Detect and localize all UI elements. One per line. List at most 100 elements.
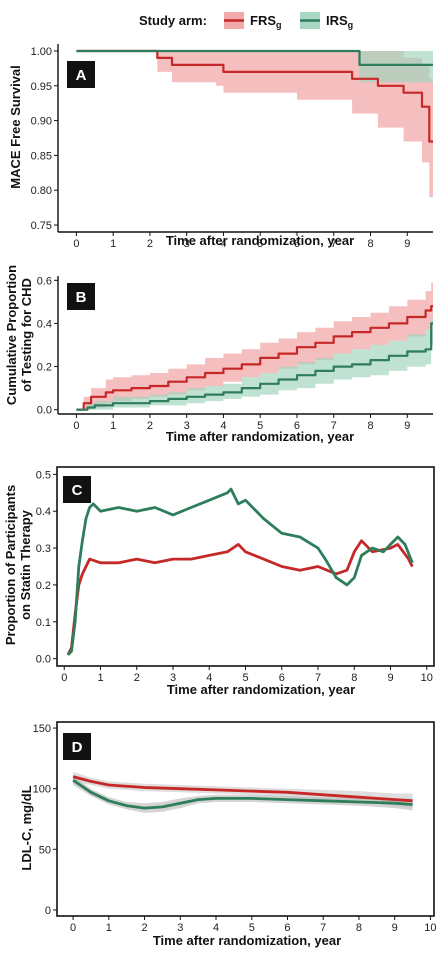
line-a-series-1 [76, 49, 433, 67]
panel-d-ylabel: LDL-C, mg/dL [19, 785, 34, 870]
y-tick-label: 0.5 [36, 469, 51, 481]
y-tick-label: 0.4 [37, 318, 52, 330]
panel-a-xlabel: Time after randomization, year [166, 233, 354, 248]
panel-a-axes: 0 1 2 3 4 5 6 7 8 9 0.75 0.80 0.85 0.90 0.95 1.00 [31, 44, 433, 250]
panel-b-xlabel: Time after randomization, year [166, 429, 354, 444]
y-tick-label: 0.0 [37, 405, 52, 417]
panel-d-confidence-bands [73, 771, 413, 813]
x-tick-label: 2 [147, 420, 153, 432]
panel-d-letter: D [72, 739, 83, 756]
y-tick-label: 1.00 [31, 46, 52, 58]
panel-b-testing-chart: 0 1 2 3 4 5 6 7 8 9 0.0 0.2 0.4 0.6 B Time after rand… [4, 265, 434, 444]
x-tick-label: 9 [387, 672, 393, 684]
x-tick-label: 8 [367, 420, 373, 432]
y-tick-label: 150 [33, 723, 51, 735]
frame-c [56, 466, 435, 667]
y-tick-label: 0.95 [31, 81, 52, 93]
y-tick-label: 0.6 [37, 275, 52, 287]
x-tick-label: 8 [356, 922, 362, 934]
panel-a-series-lines [76, 49, 433, 143]
x-tick-label: 10 [424, 922, 436, 934]
x-tick-label: 0 [73, 420, 79, 432]
x-tick-label: 4 [220, 238, 226, 250]
x-tick-label: 6 [284, 922, 290, 934]
y-tick-label: 0.2 [37, 362, 52, 374]
y-tick-label: 0.4 [36, 506, 51, 518]
x-tick-label: 6 [294, 420, 300, 432]
x-tick-label: 6 [294, 238, 300, 250]
x-tick-label: 0 [73, 238, 79, 250]
panel-b-letter-box [67, 283, 95, 310]
line-d-series-1 [72, 779, 413, 810]
y-tick-label: 0.1 [36, 617, 51, 629]
y-tick-label: 0.90 [31, 116, 52, 128]
panel-b-ylabel-line2: of Testing for CHD [19, 278, 34, 392]
x-tick-label: 9 [404, 238, 410, 250]
x-tick-label: 4 [206, 672, 212, 684]
x-tick-label: 7 [331, 420, 337, 432]
panel-c-statin-chart: 0 1 2 3 4 5 6 7 8 9 10 0.0 0.1 0.2 0.3 0.4 0.5 C Time af… [3, 466, 435, 697]
panel-b-axes: 0 1 2 3 4 5 6 7 8 9 0.0 0.2 0.4 0.6 [37, 275, 433, 432]
y-tick-label: 0.2 [36, 580, 51, 592]
x-tick-label: 3 [170, 672, 176, 684]
line-c-series-0 [66, 539, 414, 656]
x-tick-label: 6 [279, 672, 285, 684]
panel-c-ylabel-line1: Proportion of Participants [3, 485, 18, 645]
x-tick-label: 8 [367, 238, 373, 250]
x-tick-label: 4 [213, 922, 219, 934]
x-tick-label: 9 [404, 420, 410, 432]
x-tick-label: 5 [249, 922, 255, 934]
panel-d-series-lines [72, 775, 413, 810]
band-a-series-0 [76, 51, 434, 198]
panel-a-survival-chart: 0 1 2 3 4 5 6 7 8 9 0.75 0.80 0.85 0.90 0.95 1.00 A Tim… [8, 44, 434, 250]
y-tick-label: 50 [39, 844, 51, 856]
x-tick-label: 7 [315, 672, 321, 684]
panel-c-axes: 0 1 2 3 4 5 6 7 8 9 10 0.0 0.1 0.2 0.3 0.4 0.5 [36, 466, 435, 684]
y-tick-label: 100 [33, 784, 51, 796]
panel-b-letter: B [76, 289, 87, 306]
band-d-series-1 [73, 775, 413, 813]
x-tick-label: 3 [177, 922, 183, 934]
x-tick-label: 1 [106, 922, 112, 934]
y-tick-label: 0.80 [31, 185, 52, 197]
panel-c-series-lines [66, 487, 414, 656]
band-b-series-0 [76, 282, 434, 410]
x-tick-label: 3 [184, 420, 190, 432]
legend-title: Study arm: [139, 13, 207, 28]
x-tick-label: 2 [134, 672, 140, 684]
panel-d-letter-box [63, 733, 91, 760]
x-tick-label: 9 [392, 922, 398, 934]
panel-d-xlabel: Time after randomization, year [153, 933, 341, 948]
x-tick-label: 3 [184, 238, 190, 250]
x-tick-label: 8 [351, 672, 357, 684]
x-tick-label: 7 [320, 922, 326, 934]
panel-b-series-lines [76, 305, 433, 411]
x-tick-label: 2 [147, 238, 153, 250]
line-b-series-1 [76, 322, 433, 411]
panel-c-letter: C [72, 482, 83, 499]
panel-c-letter-box [63, 476, 91, 503]
panel-b-ylabel-line1: Cumulative Proportion [4, 265, 19, 405]
x-tick-label: 5 [242, 672, 248, 684]
legend-entry-frs: FRSg [250, 13, 282, 30]
y-tick-label: 0.85 [31, 150, 52, 162]
panel-a-letter: A [76, 67, 87, 84]
legend-entry-irs: IRSg [326, 13, 353, 30]
x-tick-label: 5 [257, 238, 263, 250]
panel-a-confidence-bands [76, 51, 434, 198]
x-tick-label: 1 [110, 420, 116, 432]
x-tick-label: 10 [421, 672, 433, 684]
line-a-series-0 [76, 49, 433, 143]
band-a-series-1 [76, 51, 434, 83]
x-tick-label: 1 [97, 672, 103, 684]
y-tick-label: 0 [45, 905, 51, 917]
x-tick-label: 0 [61, 672, 67, 684]
y-tick-label: 0.0 [36, 654, 51, 666]
x-tick-label: 4 [220, 420, 226, 432]
line-d-series-0 [72, 775, 413, 803]
x-tick-label: 1 [110, 238, 116, 250]
panel-a-ylabel: MACE Free Survival [8, 65, 23, 189]
x-tick-label: 7 [331, 238, 337, 250]
